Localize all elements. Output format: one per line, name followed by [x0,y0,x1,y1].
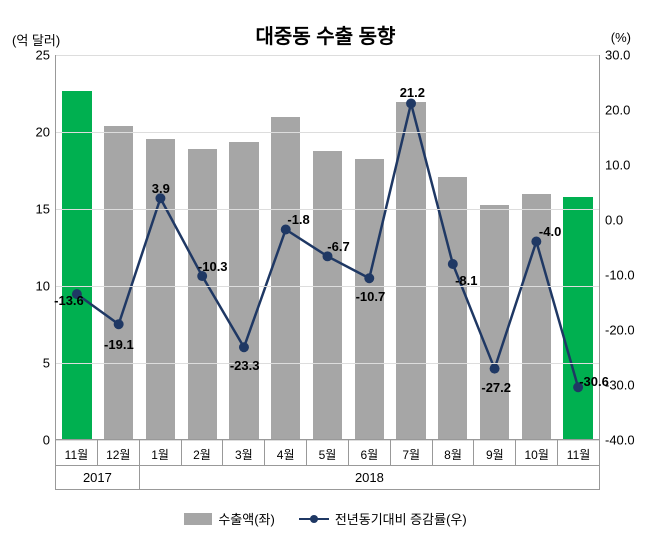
y-tick-right: -10.0 [605,268,635,283]
legend-item-line: 전년동기대비 증감률(우) [299,509,467,528]
legend-marker-icon [310,515,318,523]
y-tick-right: -20.0 [605,323,635,338]
data-label: -10.7 [356,289,386,304]
chart-title: 대중동 수출 동향 [0,20,651,49]
y-tick-right: 0.0 [605,213,623,228]
line-marker [448,259,458,269]
y-tick-right: -40.0 [605,433,635,448]
y-tick-left: 15 [36,202,50,217]
x-category-label: 4월 [264,440,306,466]
line-marker [114,319,124,329]
legend-item-bars: 수출액(좌) [184,509,275,528]
data-label: -8.1 [455,273,477,288]
data-label: -4.0 [539,224,561,239]
x-category-label: 11월 [55,440,97,466]
x-category-label: 6월 [348,440,390,466]
legend-line-label: 전년동기대비 증감률(우) [335,509,467,528]
year-group-labels: 20172018 [55,466,600,490]
x-category-label: 2월 [181,440,223,466]
year-group-label: 2017 [55,466,139,490]
x-category-label: 9월 [473,440,515,466]
legend-bar-label: 수출액(좌) [218,509,275,528]
gridline [56,132,599,133]
gridline [56,286,599,287]
y-tick-left: 20 [36,125,50,140]
gridline [56,209,599,210]
year-group-label: 2018 [139,466,600,490]
data-label: -23.3 [230,358,260,373]
plot-area: 0510152025-40.0-30.0-20.0-10.00.010.020.… [55,55,600,440]
x-category-label: 7월 [390,440,432,466]
x-category-label: 11월 [557,440,600,466]
data-label: -30.6 [579,374,609,389]
x-category-label: 8월 [432,440,474,466]
legend: 수출액(좌) 전년동기대비 증감률(우) [0,509,651,528]
data-label: 3.9 [152,181,170,196]
data-label: 21.2 [400,85,425,100]
gridline [56,55,599,56]
x-category-labels: 11월12월1월2월3월4월5월6월7월8월9월10월11월 [55,440,600,466]
data-label: -6.7 [327,239,349,254]
legend-bar-swatch [184,513,212,525]
x-category-label: 3월 [222,440,264,466]
line-marker [364,273,374,283]
y-tick-left: 10 [36,279,50,294]
data-label: -19.1 [104,337,134,352]
y-tick-left: 0 [43,433,50,448]
left-axis-unit-label: (억 달러) [12,30,60,49]
y-tick-left: 5 [43,356,50,371]
y-tick-right: 10.0 [605,158,630,173]
y-tick-right: 30.0 [605,48,630,63]
x-category-label: 10월 [515,440,557,466]
x-category-label: 12월 [97,440,139,466]
x-category-label: 1월 [139,440,181,466]
right-axis-unit-label: (%) [611,30,631,45]
line-marker [239,342,249,352]
y-tick-right: 20.0 [605,103,630,118]
legend-line-swatch [299,518,329,520]
data-label: -1.8 [287,212,309,227]
y-tick-left: 25 [36,48,50,63]
y-tick-right: -30.0 [605,378,635,393]
gridline [56,363,599,364]
x-category-label: 5월 [306,440,348,466]
chart-container: 대중동 수출 동향 (억 달러) (%) 0510152025-40.0-30.… [0,0,651,536]
data-label: -10.3 [198,259,228,274]
data-label: -13.6 [54,293,84,308]
data-label: -27.2 [481,380,511,395]
line-marker [490,364,500,374]
